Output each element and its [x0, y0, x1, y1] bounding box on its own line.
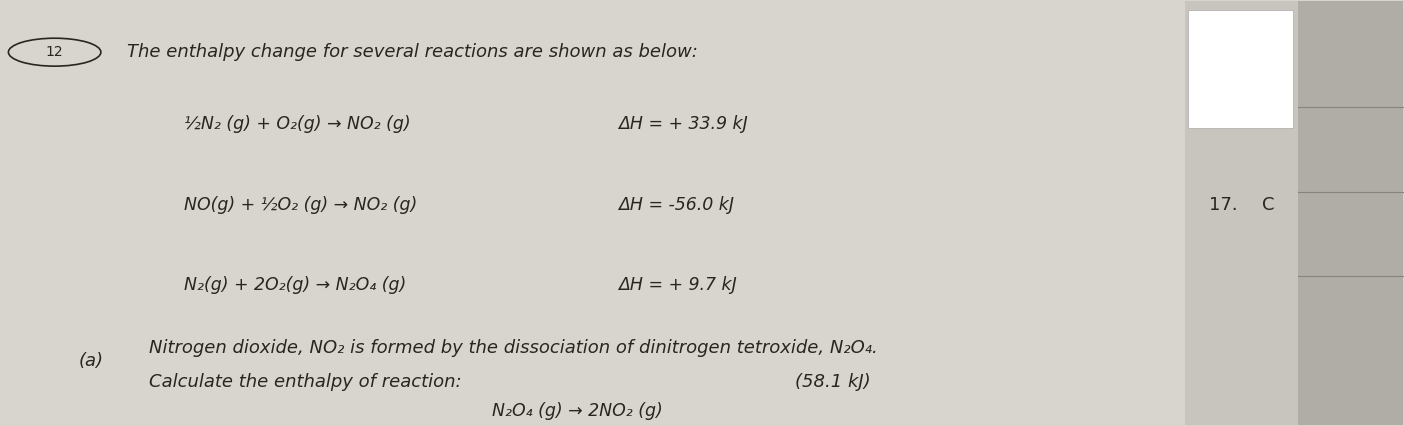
FancyBboxPatch shape — [1188, 10, 1293, 128]
Text: N₂O₄ (g) → 2NO₂ (g): N₂O₄ (g) → 2NO₂ (g) — [491, 403, 663, 420]
Text: NO(g) + ½O₂ (g) → NO₂ (g): NO(g) + ½O₂ (g) → NO₂ (g) — [184, 196, 417, 213]
Text: (58.1 kJ): (58.1 kJ) — [795, 373, 870, 391]
Text: 12: 12 — [46, 45, 63, 59]
Text: ΔH = + 33.9 kJ: ΔH = + 33.9 kJ — [618, 115, 748, 133]
Text: The enthalpy change for several reactions are shown as below:: The enthalpy change for several reaction… — [128, 43, 698, 61]
FancyBboxPatch shape — [1185, 1, 1297, 425]
Text: 17.: 17. — [1209, 196, 1238, 213]
Text: ΔH = -56.0 kJ: ΔH = -56.0 kJ — [618, 196, 734, 213]
Text: ½N₂ (g) + O₂(g) → NO₂ (g): ½N₂ (g) + O₂(g) → NO₂ (g) — [184, 115, 410, 133]
Text: Calculate the enthalpy of reaction:: Calculate the enthalpy of reaction: — [149, 373, 461, 391]
Text: Nitrogen dioxide, NO₂ is formed by the dissociation of dinitrogen tetroxide, N₂O: Nitrogen dioxide, NO₂ is formed by the d… — [149, 340, 878, 357]
Text: N₂(g) + 2O₂(g) → N₂O₄ (g): N₂(g) + 2O₂(g) → N₂O₄ (g) — [184, 276, 406, 294]
Text: (a): (a) — [79, 352, 104, 370]
Text: ΔH = + 9.7 kJ: ΔH = + 9.7 kJ — [618, 276, 737, 294]
Text: C: C — [1262, 196, 1275, 213]
FancyBboxPatch shape — [1297, 1, 1403, 425]
